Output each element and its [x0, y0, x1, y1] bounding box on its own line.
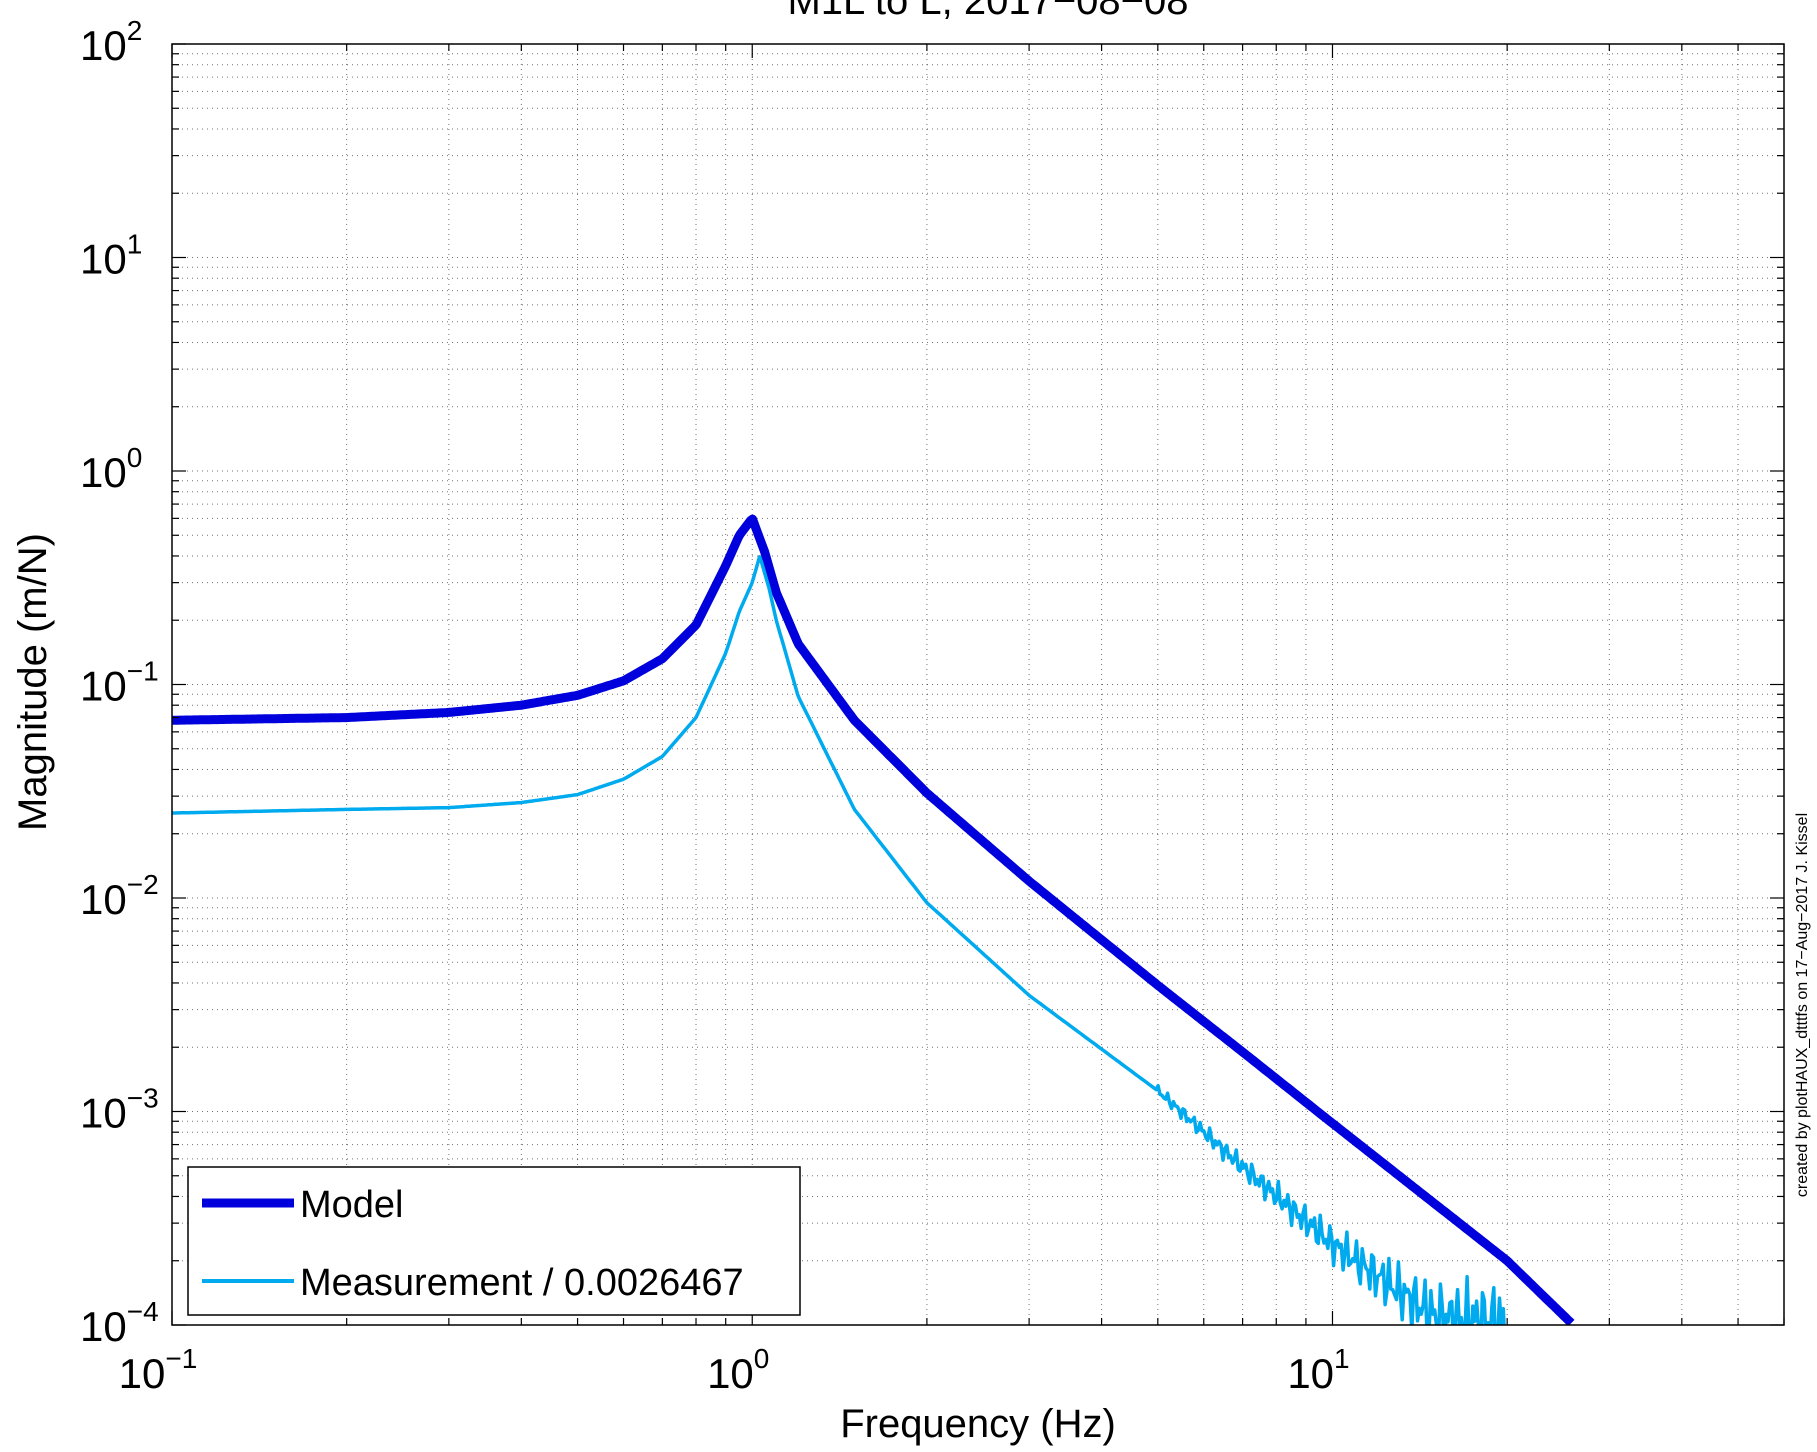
- side-note: created by plotHAUX_dtttfs on 17−Aug−201…: [1794, 813, 1811, 1197]
- x-axis-label: Frequency (Hz): [840, 1402, 1116, 1446]
- series-model-line: [172, 514, 1575, 1325]
- x-tick-label-base: 10: [119, 1350, 166, 1397]
- x-tick-label: 101: [1287, 1343, 1349, 1397]
- x-tick-label-base: 10: [707, 1350, 754, 1397]
- y-tick-label-base: 10: [80, 663, 127, 710]
- y-tick-label: 102: [80, 15, 142, 69]
- legend: Model Measurement / 0.0026467: [187, 1166, 801, 1316]
- y-tick-label: 10−4: [80, 1296, 159, 1350]
- y-tick-label-base: 10: [80, 876, 127, 923]
- y-tick-label-exp: 0: [127, 442, 143, 473]
- y-tick-label: 101: [80, 229, 142, 283]
- grid: [172, 44, 1784, 1325]
- series-layer: [172, 514, 1575, 1325]
- axis-ticks: [171, 43, 1785, 1326]
- y-tick-label-base: 10: [80, 236, 127, 283]
- x-tick-label-exp: 0: [754, 1343, 770, 1374]
- y-tick-label-base: 10: [80, 1303, 127, 1350]
- legend-label-model: Model: [300, 1184, 404, 1226]
- y-tick-label: 10−3: [80, 1083, 159, 1137]
- x-tick-label-exp: −1: [165, 1343, 197, 1374]
- x-tick-label-exp: 1: [1334, 1343, 1350, 1374]
- y-tick-label: 100: [80, 442, 142, 496]
- y-tick-label-base: 10: [80, 1090, 127, 1137]
- y-tick-label-base: 10: [80, 22, 127, 69]
- y-tick-label-base: 10: [80, 449, 127, 496]
- chart-title: M1L to L, 2017−08−08: [787, 0, 1188, 23]
- y-tick-label-exp: −1: [127, 656, 159, 687]
- y-axis-label: Magnitude (m/N): [11, 533, 55, 831]
- y-tick-label-exp: 2: [127, 15, 143, 46]
- y-tick-label-exp: −4: [127, 1296, 159, 1327]
- legend-box: [187, 1166, 801, 1316]
- y-tick-label-exp: 1: [127, 229, 143, 260]
- x-tick-label: 100: [707, 1343, 769, 1397]
- y-tick-label-exp: −3: [127, 1083, 159, 1114]
- x-tick-label: 10−1: [119, 1343, 198, 1397]
- y-tick-label-exp: −2: [127, 869, 159, 900]
- series-measurement-line: [172, 555, 1506, 1325]
- y-tick-label: 10−1: [80, 656, 159, 710]
- y-tick-label: 10−2: [80, 869, 159, 923]
- legend-label-measurement: Measurement / 0.0026467: [300, 1262, 744, 1304]
- x-tick-label-base: 10: [1287, 1350, 1334, 1397]
